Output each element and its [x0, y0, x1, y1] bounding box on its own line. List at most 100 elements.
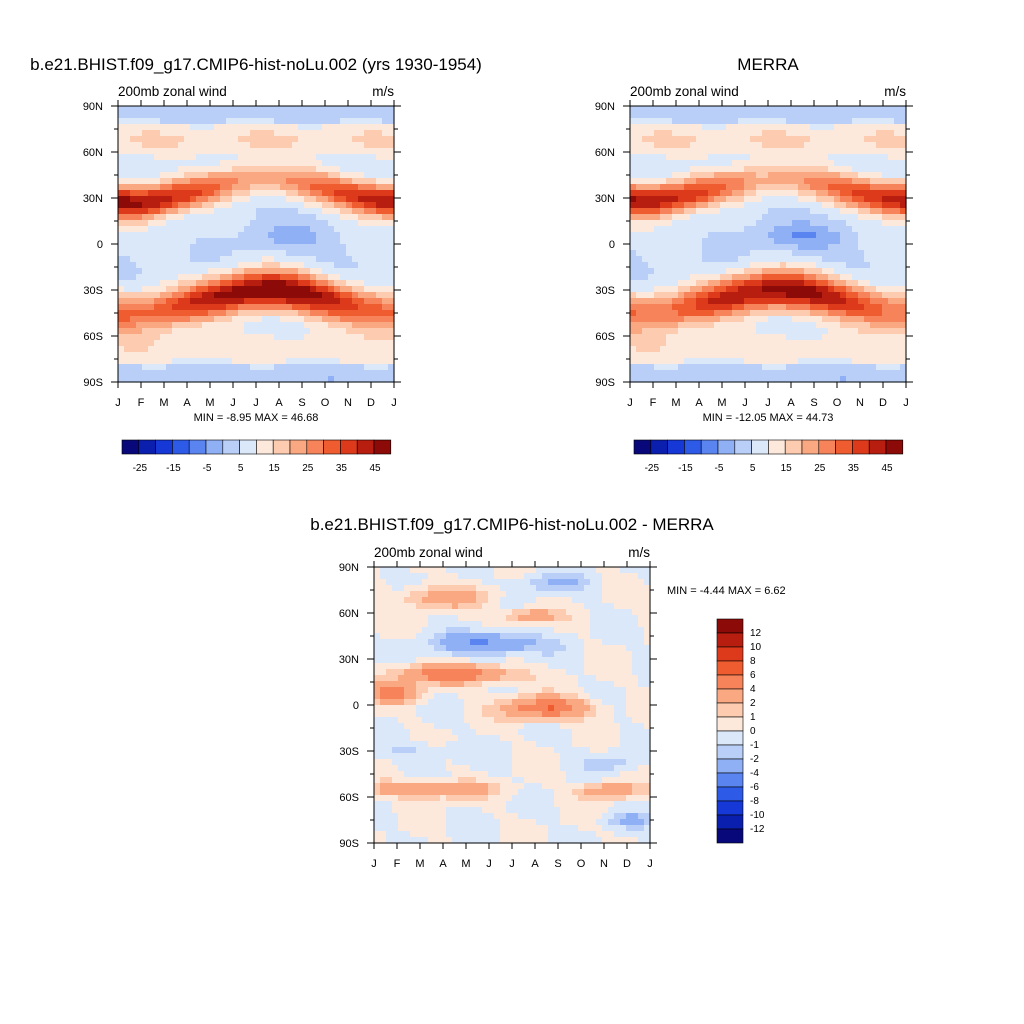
- field-cell: [292, 106, 299, 113]
- field-cell: [798, 286, 805, 293]
- field-cell: [286, 136, 293, 143]
- field-cell: [870, 328, 877, 335]
- field-cell: [388, 352, 395, 359]
- field-cell: [630, 118, 637, 125]
- field-cell: [780, 364, 787, 371]
- field-cell: [178, 358, 185, 365]
- field-cell: [328, 202, 335, 209]
- field-cell: [876, 142, 883, 149]
- field-cell: [304, 202, 311, 209]
- field-cell: [190, 238, 197, 245]
- field-cell: [398, 711, 405, 718]
- field-cell: [358, 310, 365, 317]
- field-cell: [684, 280, 691, 287]
- field-cell: [404, 735, 411, 742]
- field-cell: [768, 214, 775, 221]
- field-cell: [828, 208, 835, 215]
- colorbar-label: -5: [715, 463, 724, 474]
- field-cell: [750, 208, 757, 215]
- field-cell: [422, 783, 429, 790]
- field-cell: [684, 118, 691, 125]
- field-cell: [268, 262, 275, 269]
- panel-difference: b.e21.BHIST.f09_g17.CMIP6-hist-noLu.002 …: [310, 515, 785, 870]
- field-cell: [226, 124, 233, 131]
- field-cell: [292, 304, 299, 311]
- field-cell: [286, 304, 293, 311]
- field-cell: [274, 304, 281, 311]
- field-cell: [392, 813, 399, 820]
- field-cell: [334, 184, 341, 191]
- field-cell: [208, 310, 215, 317]
- field-cell: [798, 130, 805, 137]
- field-cell: [720, 364, 727, 371]
- field-cell: [154, 112, 161, 119]
- field-cell: [316, 256, 323, 263]
- field-cell: [172, 364, 179, 371]
- field-cell: [672, 292, 679, 299]
- field-cell: [666, 124, 673, 131]
- field-cell: [238, 136, 245, 143]
- field-cell: [678, 190, 685, 197]
- field-cell: [238, 160, 245, 167]
- field-cell: [822, 370, 829, 377]
- field-cell: [398, 729, 405, 736]
- field-cell: [690, 178, 697, 185]
- field-cell: [798, 364, 805, 371]
- field-cell: [316, 292, 323, 299]
- field-cell: [834, 184, 841, 191]
- field-cell: [786, 226, 793, 233]
- field-cell: [648, 172, 655, 179]
- field-cell: [280, 274, 287, 281]
- field-cell: [346, 364, 353, 371]
- field-cell: [142, 292, 149, 299]
- field-cell: [672, 280, 679, 287]
- field-cell: [660, 256, 667, 263]
- field-cell: [410, 723, 417, 730]
- field-cell: [124, 340, 131, 347]
- field-cell: [708, 244, 715, 251]
- field-cell: [756, 226, 763, 233]
- field-cell: [900, 274, 907, 281]
- field-cell: [226, 346, 233, 353]
- field-cell: [840, 226, 847, 233]
- field-cell: [882, 250, 889, 257]
- field-cell: [274, 184, 281, 191]
- field-cell: [376, 250, 383, 257]
- field-cell: [672, 160, 679, 167]
- field-cell: [708, 232, 715, 239]
- field-cell: [374, 735, 381, 742]
- field-cell: [852, 184, 859, 191]
- field-cell: [732, 256, 739, 263]
- field-cell: [822, 262, 829, 269]
- field-cell: [304, 316, 311, 323]
- field-cell: [370, 364, 377, 371]
- field-cell: [900, 292, 907, 299]
- field-cell: [870, 208, 877, 215]
- field-cell: [870, 256, 877, 263]
- field-cell: [142, 196, 149, 203]
- field-cell: [828, 310, 835, 317]
- field-cell: [238, 196, 245, 203]
- field-cell: [226, 148, 233, 155]
- field-cell: [882, 292, 889, 299]
- field-cell: [334, 136, 341, 143]
- field-cell: [148, 172, 155, 179]
- field-cell: [762, 142, 769, 149]
- field-cell: [334, 130, 341, 137]
- field-cell: [834, 376, 841, 383]
- field-cell: [720, 292, 727, 299]
- field-cell: [124, 244, 131, 251]
- field-cell: [172, 298, 179, 305]
- field-cell: [780, 160, 787, 167]
- field-cell: [732, 298, 739, 305]
- field-cell: [358, 292, 365, 299]
- field-cell: [888, 262, 895, 269]
- field-cell: [642, 184, 649, 191]
- field-cell: [352, 286, 359, 293]
- field-cell: [166, 340, 173, 347]
- field-cell: [268, 352, 275, 359]
- field-cell: [178, 208, 185, 215]
- field-cell: [416, 711, 423, 718]
- field-cell: [142, 178, 149, 185]
- field-cell: [726, 334, 733, 341]
